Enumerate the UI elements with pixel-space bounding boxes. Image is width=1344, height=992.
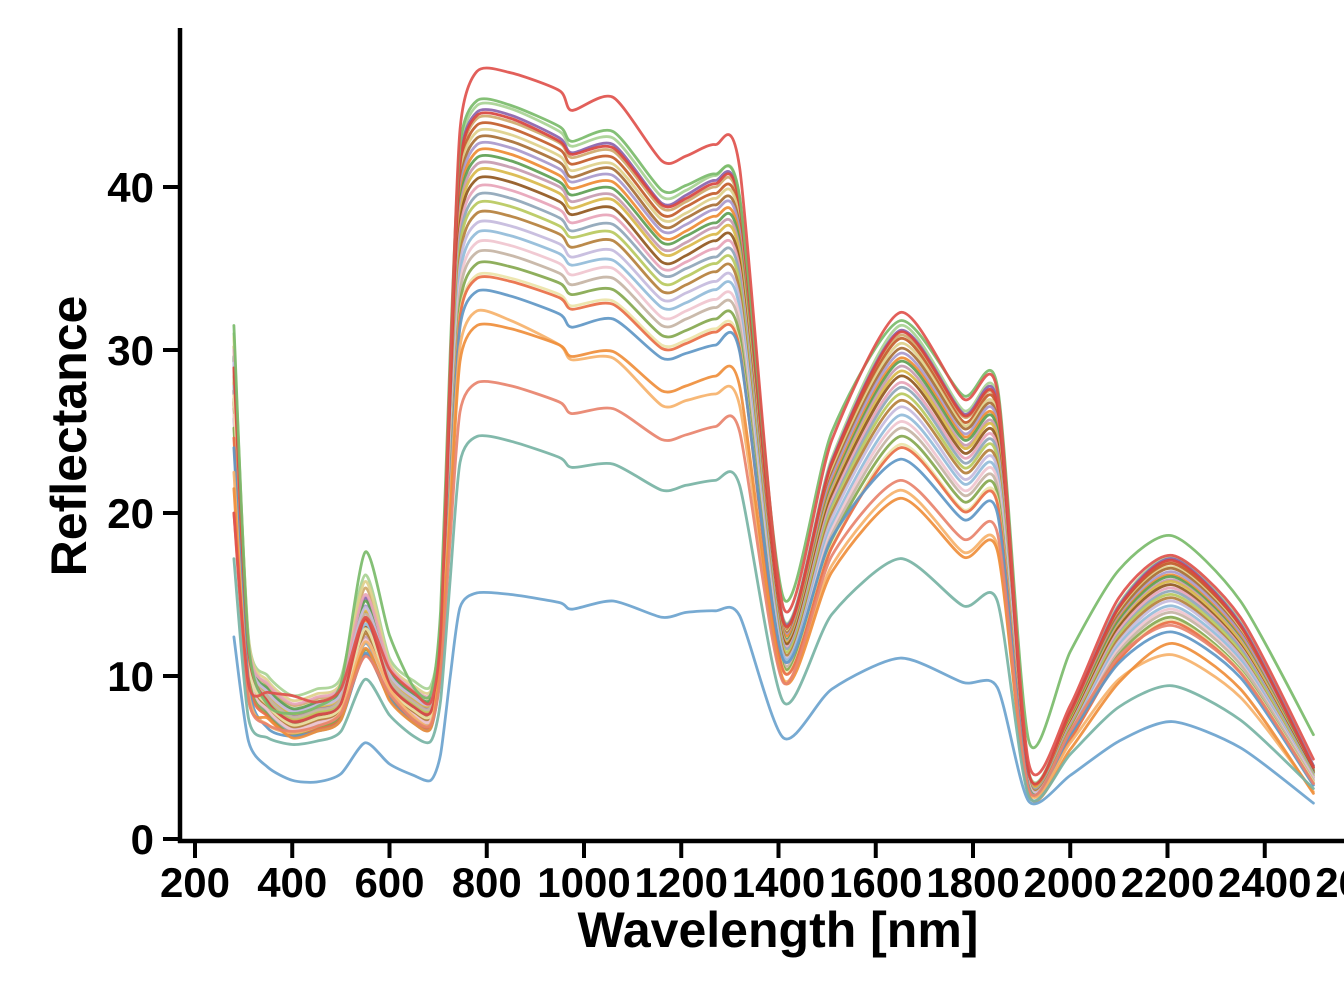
x-tick-label: 1000 (537, 859, 630, 906)
x-tick-label: 200 (160, 859, 230, 906)
spectrum-line-spectrum-19 (232, 239, 1315, 796)
x-tick-label: 2200 (1121, 859, 1214, 906)
x-tick-label: 600 (354, 859, 424, 906)
x-tick-label: 800 (452, 859, 522, 906)
y-tick-label: 40 (107, 164, 154, 211)
y-tick-label: 20 (107, 490, 154, 537)
spectrum-line-spectrum-30 (232, 590, 1315, 806)
spectrum-line-spectrum-29 (232, 434, 1315, 803)
x-tick-label: 1200 (635, 859, 728, 906)
x-tick-label: 2400 (1218, 859, 1311, 906)
spectrum-line-spectrum-20 (232, 248, 1315, 797)
axes-layer: 200 400 600 800 1000 1200 1400 1600 1800 2000 2200… (107, 28, 1344, 906)
y-tick-label: 30 (107, 327, 154, 374)
reflectance-spectra-chart: 200 400 600 800 1000 1200 1400 1600 1800 2000 2200… (40, 16, 1344, 976)
spectrum-line-spectrum-28 (232, 379, 1315, 797)
x-tick-label: 400 (257, 859, 327, 906)
y-axis-title: Reflectance (41, 296, 97, 577)
y-tick-label: 10 (107, 653, 154, 700)
spectrum-line-spectrum-31 (232, 97, 1315, 750)
x-tick-label: 2000 (1024, 859, 1117, 906)
plot-canvas: 200 400 600 800 1000 1200 1400 1600 1800 2000 2200… (41, 28, 1344, 958)
y-tick-label: 0 (131, 816, 154, 863)
x-tick-label: 2600 (1315, 859, 1344, 906)
x-axis-title: Wavelength [nm] (578, 902, 979, 958)
x-tick-label: 1400 (732, 859, 825, 906)
x-tick-label: 1600 (829, 859, 922, 906)
x-tick-label: 1800 (926, 859, 1019, 906)
spectrum-line-spectrum-32 (232, 66, 1315, 777)
series-layer (232, 66, 1315, 806)
